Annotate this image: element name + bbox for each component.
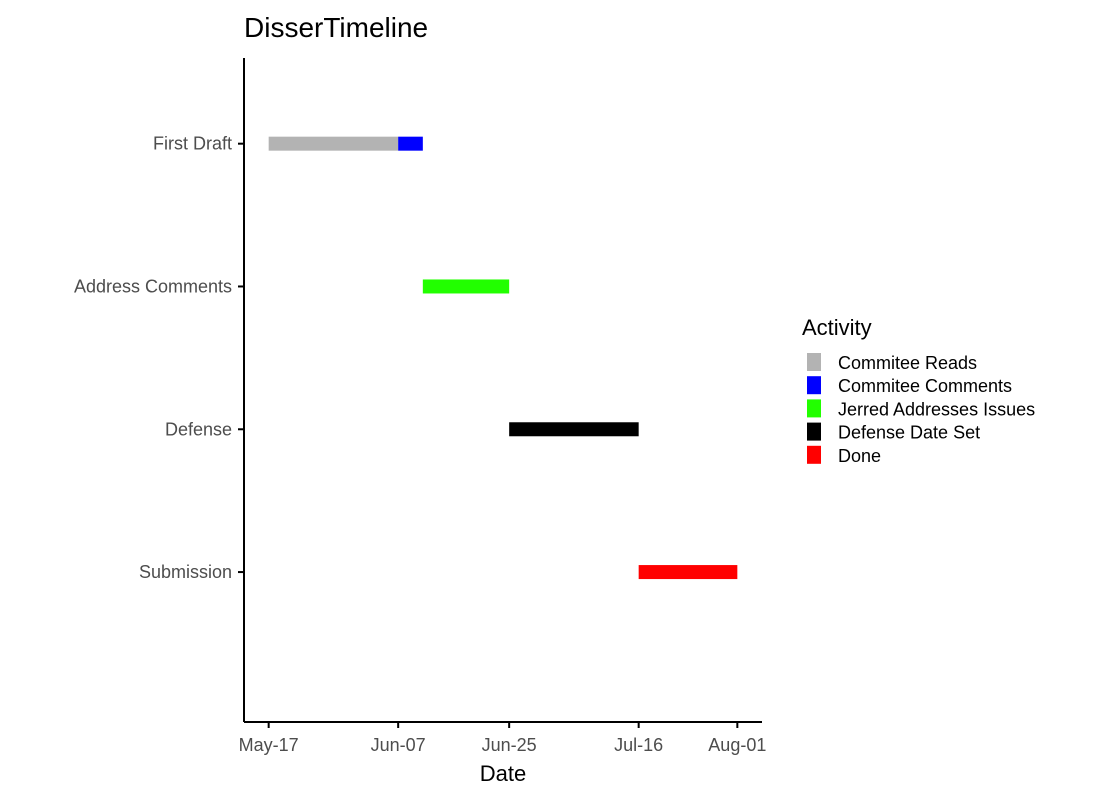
x-tick-label: Jul-16 (614, 735, 663, 755)
y-tick-label: Defense (165, 419, 232, 439)
legend-swatch (807, 376, 821, 395)
legend-label: Defense Date Set (838, 423, 980, 443)
y-tick-label: Submission (139, 562, 232, 582)
legend-swatch (807, 422, 821, 441)
bar-commitee-comments (398, 136, 423, 151)
legend-label: Commitee Reads (838, 353, 977, 373)
legend-swatch (807, 353, 821, 371)
legend-swatch (807, 399, 821, 418)
legend-label: Done (838, 446, 881, 466)
bar-defense-date-set (509, 422, 639, 437)
x-tick-label: Jun-07 (371, 735, 426, 755)
legend-title: Activity (802, 315, 872, 340)
bar-commitee-reads (268, 136, 399, 151)
bar-jerred-addresses-issues (422, 279, 510, 294)
x-axis: May-17 Jun-07 Jun-25 Jul-16 Aug-01 (239, 721, 766, 755)
x-tick-label: May-17 (239, 735, 299, 755)
legend: Activity Commitee Reads Commitee Comments… (802, 315, 1035, 466)
legend-swatch (807, 445, 821, 464)
legend-items: Commitee Reads Commitee Comments Jerred Ad… (807, 353, 1035, 466)
x-tick-label: Jun-25 (482, 735, 537, 755)
chart-title: DisserTimeline (244, 12, 428, 43)
x-tick-label: Aug-01 (708, 735, 766, 755)
legend-label: Commitee Comments (838, 376, 1012, 396)
y-tick-label: Address Comments (74, 276, 232, 296)
y-axis: First Draft Address Comments Defense Submis… (74, 58, 245, 722)
legend-label: Jerred Addresses Issues (838, 399, 1035, 419)
x-axis-title: Date (480, 761, 526, 786)
bar-done (638, 565, 738, 580)
y-tick-label: First Draft (153, 134, 232, 154)
bars-layer (268, 136, 738, 580)
